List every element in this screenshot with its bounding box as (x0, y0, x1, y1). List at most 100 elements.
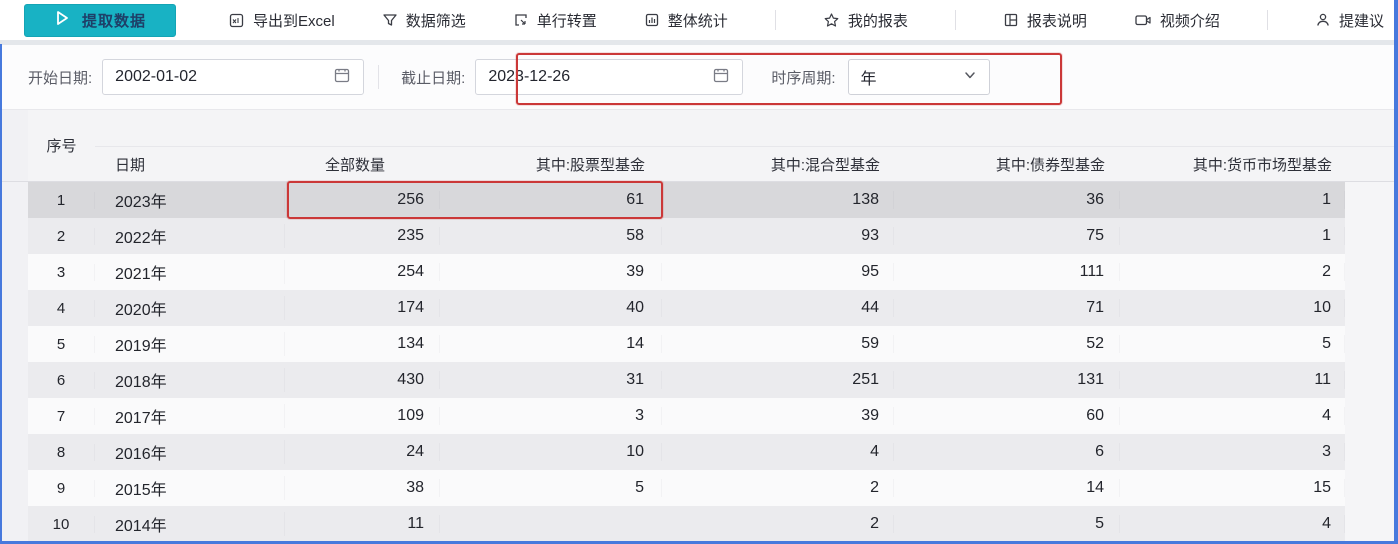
cell-stock: 5 (440, 479, 662, 497)
cell-stock: 58 (440, 227, 662, 245)
cell-money: 10 (1120, 299, 1345, 317)
cell-bond: 71 (894, 299, 1120, 317)
row-gutter (0, 182, 28, 218)
suggestions-button[interactable]: 提建议 (1315, 10, 1384, 31)
table-row[interactable]: 10 2014年 11 2 5 4 (0, 506, 1394, 542)
toolbar-divider (954, 10, 956, 30)
period-select[interactable]: 年 (847, 59, 990, 95)
star-icon (823, 12, 840, 29)
row-gutter (0, 218, 28, 254)
extract-data-button[interactable]: 提取数据 (24, 3, 176, 37)
calendar-icon[interactable] (333, 66, 351, 89)
report-description-button[interactable]: 报表说明 (1003, 10, 1087, 31)
row-filler (1345, 254, 1394, 290)
cell-bond: 6 (894, 443, 1120, 461)
window-border-bottom (0, 541, 1398, 544)
cell-money: 4 (1120, 407, 1345, 425)
window-border-right (1394, 0, 1398, 544)
cell-stock: 14 (440, 335, 662, 353)
row-gutter (0, 254, 28, 290)
table-row[interactable]: 7 2017年 109 3 39 60 4 (0, 398, 1394, 434)
cell-date: 2014年 (95, 512, 285, 536)
overall-statistics-label: 整体统计 (667, 12, 728, 30)
end-date-input[interactable]: 2023-12-26 (475, 59, 744, 95)
cell-index: 9 (28, 479, 95, 497)
cell-money: 1 (1120, 191, 1345, 209)
window-border-left (0, 44, 2, 544)
overall-statistics-button[interactable]: 整体统计 (644, 10, 728, 31)
column-header-money: 其中:货币市场型基金 (1192, 156, 1332, 174)
cell-date: 2021年 (95, 260, 285, 284)
video-intro-button[interactable]: 视频介绍 (1134, 10, 1220, 31)
cell-total: 174 (285, 299, 440, 317)
cell-money: 15 (1120, 479, 1345, 497)
column-header-total: 全部数量 (324, 156, 385, 174)
video-intro-label: 视频介绍 (1159, 12, 1220, 30)
export-excel-button[interactable]: 导出到Excel (228, 10, 335, 31)
filter-icon (382, 12, 398, 28)
cell-bond: 36 (894, 191, 1120, 209)
cell-money: 11 (1120, 371, 1345, 389)
cell-bond: 52 (894, 335, 1120, 353)
cell-total: 430 (285, 371, 440, 389)
row-gutter (0, 362, 28, 398)
toolbar-divider (774, 10, 776, 30)
cell-hybrid: 93 (662, 227, 894, 245)
user-icon (1315, 12, 1331, 28)
row-filler (1345, 362, 1394, 398)
period-value: 年 (860, 71, 877, 88)
calendar-icon[interactable] (712, 66, 730, 89)
cell-index: 2 (28, 227, 95, 245)
cell-date: 2022年 (95, 224, 285, 248)
cell-money: 2 (1120, 263, 1345, 281)
cell-date: 2020年 (95, 296, 285, 320)
cell-total: 134 (285, 335, 440, 353)
cell-hybrid: 2 (662, 515, 894, 533)
cell-date: 2019年 (95, 332, 285, 356)
data-table: 序号 日期 全部数量 其中:股票型基金 其中:混合型基金 其中:债券型基金 其中… (0, 110, 1394, 542)
row-transpose-button[interactable]: 单行转置 (513, 10, 597, 31)
cell-bond: 5 (894, 515, 1120, 533)
cell-total: 256 (285, 191, 440, 209)
row-gutter (0, 326, 28, 362)
toolbar: 提取数据 导出到Excel 数据筛选 单行转置 整体统计 (0, 0, 1398, 40)
cell-index: 5 (28, 335, 95, 353)
row-gutter (0, 506, 28, 542)
cell-bond: 75 (894, 227, 1120, 245)
table-row[interactable]: 4 2020年 174 40 44 71 10 (0, 290, 1394, 326)
cell-stock: 10 (440, 443, 662, 461)
table-left-gutter (0, 110, 28, 181)
period-label: 时序周期: (771, 69, 836, 87)
table-row[interactable]: 8 2016年 24 10 4 6 3 (0, 434, 1394, 470)
start-date-input[interactable]: 2002-01-02 (102, 59, 365, 95)
table-body: 1 2023年 256 61 138 36 1 2 2022年 235 58 9… (0, 182, 1394, 542)
table-row[interactable]: 5 2019年 134 14 59 52 5 (0, 326, 1394, 362)
filter-divider (378, 65, 380, 89)
table-header: 序号 日期 全部数量 其中:股票型基金 其中:混合型基金 其中:债券型基金 其中… (0, 110, 1394, 182)
table-row[interactable]: 3 2021年 254 39 95 111 2 (0, 254, 1394, 290)
cell-total: 11 (285, 515, 440, 533)
row-gutter (0, 434, 28, 470)
table-row[interactable]: 2 2022年 235 58 93 75 1 (0, 218, 1394, 254)
toolbar-separator (0, 40, 1398, 45)
data-filter-button[interactable]: 数据筛选 (382, 10, 466, 31)
report-layout-icon (1003, 12, 1019, 28)
end-date-value: 2023-12-26 (488, 68, 571, 85)
table-row[interactable]: 6 2018年 430 31 251 131 11 (0, 362, 1394, 398)
end-date-label: 截止日期: (401, 69, 466, 87)
cell-hybrid: 138 (662, 191, 894, 209)
column-header-hybrid: 其中:混合型基金 (770, 156, 880, 174)
cell-index: 6 (28, 371, 95, 389)
table-row[interactable]: 9 2015年 38 5 2 14 15 (0, 470, 1394, 506)
row-filler (1345, 470, 1394, 506)
cell-money: 3 (1120, 443, 1345, 461)
my-reports-label: 我的报表 (847, 12, 908, 30)
cell-index: 1 (28, 191, 95, 209)
my-reports-button[interactable]: 我的报表 (823, 10, 908, 31)
cell-bond: 14 (894, 479, 1120, 497)
table-row[interactable]: 1 2023年 256 61 138 36 1 (0, 182, 1394, 218)
data-filter-label: 数据筛选 (405, 12, 466, 30)
row-filler (1345, 290, 1394, 326)
chevron-down-icon (963, 68, 977, 87)
cell-hybrid: 251 (662, 371, 894, 389)
